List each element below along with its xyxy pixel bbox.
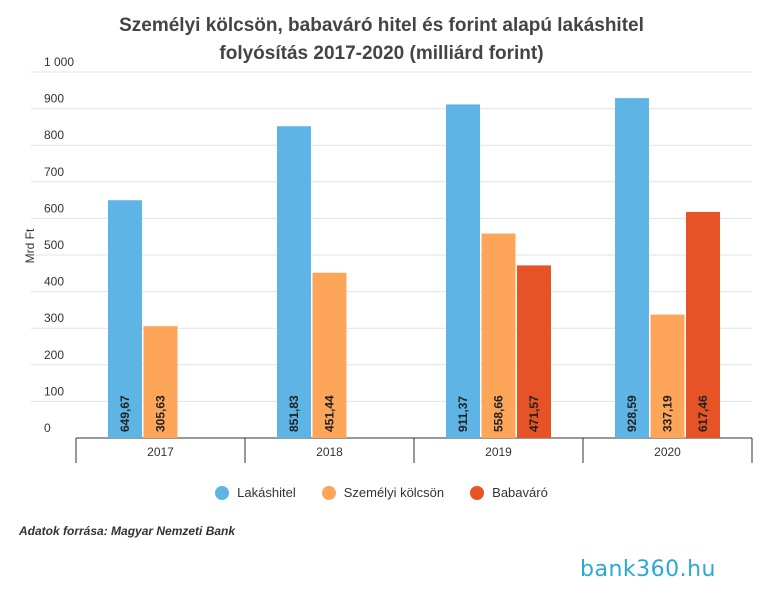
legend-label: Babaváró: [492, 485, 548, 500]
bar-személyi-kölcsön: [650, 314, 685, 438]
bar-data-label: 617,46: [696, 395, 710, 432]
bar-lakáshitel: [615, 98, 649, 439]
legend-color-dot: [321, 485, 336, 500]
x-tick-label: 2019: [485, 445, 512, 459]
bar-data-label: 471,57: [527, 395, 541, 432]
y-tick-label: 700: [44, 165, 64, 179]
y-tick-label: 600: [44, 201, 64, 215]
bar-lakáshitel: [446, 104, 480, 438]
bar-data-label: 911,37: [456, 396, 470, 432]
bar-data-label: 558,66: [492, 395, 506, 432]
y-tick-label: 1 000: [44, 55, 74, 69]
y-tick-label: 500: [44, 238, 64, 252]
legend-item: Személyi kölcsön: [321, 485, 445, 500]
bar-személyi-kölcsön: [143, 326, 178, 438]
y-tick-label: 900: [44, 92, 64, 106]
y-tick-label: 800: [44, 128, 64, 142]
y-tick-label: 300: [44, 311, 64, 325]
chart-legend: Lakáshitel Személyi kölcsön Babaváró: [0, 485, 763, 500]
bar-lakáshitel: [277, 126, 311, 438]
bar-lakáshitel: [108, 200, 142, 438]
x-tick-label: 2018: [316, 445, 343, 459]
bar-data-label: 928,59: [625, 395, 639, 432]
bar-data-label: 305,63: [154, 395, 168, 432]
bank360-logo: bank360.hu: [580, 557, 717, 582]
y-tick-label: 100: [44, 384, 64, 398]
bar-személyi-kölcsön: [481, 233, 516, 438]
legend-label: Lakáshitel: [237, 485, 296, 500]
legend-item: Lakáshitel: [215, 485, 296, 500]
legend-item: Babaváró: [470, 485, 548, 500]
data-source-note: Adatok forrása: Magyar Nemzeti Bank: [19, 524, 236, 538]
bar-data-label: 337,19: [661, 395, 675, 432]
chart-title-line-2: folyósítás 2017-2020 (milliárd forint): [219, 43, 544, 64]
bar-data-label: 451,44: [323, 395, 337, 432]
x-tick-label: 2017: [147, 445, 174, 459]
bar-chart: 0 100 200 300 400 500 600 700 800 900 1 000 Mrd Ft 2…: [23, 55, 753, 463]
bar-babaváró: [517, 265, 551, 438]
legend-label: Személyi kölcsön: [343, 485, 445, 500]
y-axis-label: Mrd Ft: [23, 228, 37, 263]
legend-color-dot: [215, 485, 230, 500]
bar-data-label: 649,67: [118, 395, 132, 432]
y-tick-label: 200: [44, 348, 64, 362]
legend-color-dot: [470, 485, 485, 500]
y-tick-label: 0: [44, 421, 51, 435]
x-tick-label: 2020: [654, 445, 681, 459]
y-tick-label: 400: [44, 275, 64, 289]
bar-data-label: 851,83: [287, 395, 301, 432]
chart-title-line-1: Személyi kölcsön, babaváró hitel és fori…: [119, 15, 644, 36]
bar-személyi-kölcsön: [312, 272, 347, 438]
bar-babaváró: [686, 212, 720, 438]
chart-title: Személyi kölcsön, babaváró hitel és fori…: [0, 12, 763, 68]
